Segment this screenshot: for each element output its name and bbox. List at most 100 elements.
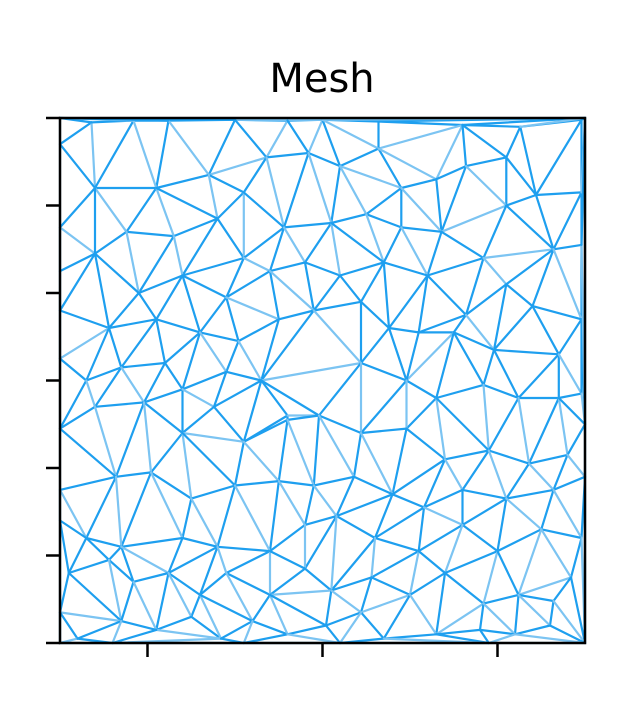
mesh-edge bbox=[277, 309, 315, 321]
mesh-edge bbox=[181, 497, 193, 540]
mesh-edge bbox=[359, 361, 408, 382]
mesh-edge bbox=[330, 165, 342, 225]
mesh-edge bbox=[207, 173, 219, 220]
mesh-edge bbox=[167, 545, 219, 575]
mesh-edge bbox=[67, 536, 88, 575]
mesh-edge bbox=[190, 484, 237, 500]
mesh-edge bbox=[461, 497, 508, 527]
mesh-edge bbox=[242, 156, 268, 194]
mesh-edge bbox=[242, 191, 286, 229]
mesh-edge bbox=[155, 318, 202, 334]
mesh-edge bbox=[330, 589, 363, 614]
mesh-edge bbox=[482, 593, 520, 605]
mesh-edge bbox=[58, 611, 79, 640]
mesh-edge bbox=[107, 558, 123, 623]
mesh-edge bbox=[85, 536, 123, 548]
mesh-edge bbox=[373, 536, 420, 553]
mesh-edge bbox=[251, 619, 289, 636]
mesh-edge bbox=[167, 571, 193, 618]
mesh-edge bbox=[496, 549, 520, 597]
mesh-edge bbox=[225, 270, 272, 299]
mesh-edge bbox=[198, 331, 228, 373]
mesh-edge bbox=[548, 624, 587, 645]
mesh-edge bbox=[496, 497, 508, 553]
mesh-edge bbox=[435, 628, 482, 636]
mesh-edge bbox=[142, 388, 184, 404]
mesh-edge bbox=[422, 458, 447, 509]
mesh-edge bbox=[505, 204, 555, 251]
mesh-edges bbox=[58, 116, 587, 645]
mesh-edge bbox=[487, 449, 508, 500]
mesh-edge bbox=[198, 545, 219, 597]
mesh-edge bbox=[216, 545, 228, 575]
mesh-edge bbox=[85, 379, 97, 408]
mesh-edge bbox=[505, 193, 538, 207]
mesh-edge bbox=[268, 270, 315, 312]
mesh-edge bbox=[359, 300, 391, 330]
mesh-edge bbox=[67, 571, 123, 623]
mesh-edge bbox=[233, 440, 245, 487]
mesh-edge bbox=[142, 401, 184, 435]
mesh-edge bbox=[120, 361, 167, 369]
mesh-edge bbox=[324, 611, 363, 627]
mesh-edge bbox=[352, 431, 363, 478]
mesh-edge bbox=[216, 484, 237, 548]
mesh-edge bbox=[282, 226, 307, 264]
mesh-edge bbox=[517, 593, 555, 603]
mesh-edge bbox=[464, 156, 508, 168]
mesh-edge bbox=[377, 123, 464, 150]
mesh-edge bbox=[405, 331, 420, 382]
mesh-edge bbox=[324, 589, 333, 627]
mesh-edge bbox=[155, 186, 175, 238]
mesh-edge bbox=[540, 488, 555, 531]
mesh-edge bbox=[303, 567, 333, 592]
mesh-edge bbox=[373, 493, 394, 540]
mesh-edge bbox=[120, 536, 184, 548]
mesh-edge bbox=[534, 193, 555, 251]
mesh-edge bbox=[225, 571, 272, 597]
mesh-edge bbox=[190, 497, 219, 548]
mesh-edge bbox=[552, 243, 583, 251]
mesh-edge bbox=[552, 191, 583, 251]
mesh-edge bbox=[225, 296, 280, 321]
mesh-edge bbox=[566, 453, 587, 478]
mesh-edge bbox=[552, 475, 587, 491]
mesh-edge bbox=[557, 392, 583, 400]
mesh-edge bbox=[120, 471, 153, 548]
mesh-edge bbox=[120, 619, 158, 632]
mesh-edge bbox=[417, 506, 426, 553]
mesh-edge bbox=[198, 571, 228, 597]
mesh-edge bbox=[505, 488, 555, 500]
mesh-edge bbox=[443, 523, 464, 575]
mesh-edge bbox=[198, 593, 254, 623]
mesh-edge bbox=[440, 230, 485, 260]
mesh-edge bbox=[58, 186, 97, 229]
mesh-edge bbox=[517, 576, 573, 597]
mesh-edge bbox=[181, 370, 228, 391]
mesh-edge bbox=[408, 593, 438, 636]
mesh-edge bbox=[382, 593, 412, 640]
mesh-edge bbox=[387, 326, 420, 334]
mesh-edge bbox=[198, 296, 228, 334]
mesh-edge bbox=[167, 536, 184, 575]
mesh-edge bbox=[435, 123, 464, 181]
mesh-edge bbox=[181, 217, 219, 277]
mesh-edge bbox=[505, 125, 522, 159]
mesh-edge bbox=[422, 488, 464, 509]
mesh-edge bbox=[107, 558, 135, 583]
mesh-edge bbox=[58, 427, 118, 478]
mesh-edge bbox=[286, 624, 328, 636]
mesh-edge bbox=[181, 274, 202, 334]
mesh-edge bbox=[505, 462, 531, 500]
mesh-edge bbox=[207, 118, 237, 176]
mesh-edge bbox=[443, 549, 499, 575]
mesh-edge bbox=[219, 619, 254, 640]
mesh-edge bbox=[382, 261, 429, 277]
mesh-edge bbox=[137, 274, 184, 295]
mesh-edge bbox=[552, 488, 583, 540]
mesh-edge bbox=[181, 331, 202, 391]
mesh-edge bbox=[163, 331, 202, 365]
mesh-edge bbox=[387, 326, 408, 382]
mesh-edge bbox=[569, 576, 587, 645]
mesh-edge bbox=[534, 118, 583, 197]
